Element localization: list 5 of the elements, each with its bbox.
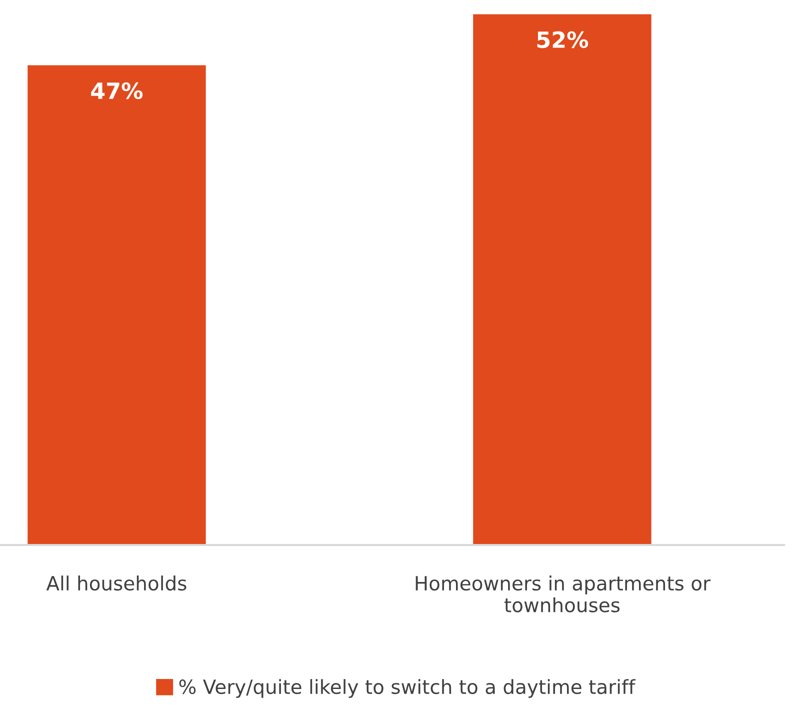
legend-label: % Very/quite likely to switch to a daytime tariff [179, 679, 636, 698]
x-tick-label: All households [46, 576, 186, 591]
data-label: 52% [537, 31, 588, 48]
x-tick-label: Homeowners in apartments or townhouses [416, 576, 711, 612]
data-label: 47% [91, 82, 143, 100]
